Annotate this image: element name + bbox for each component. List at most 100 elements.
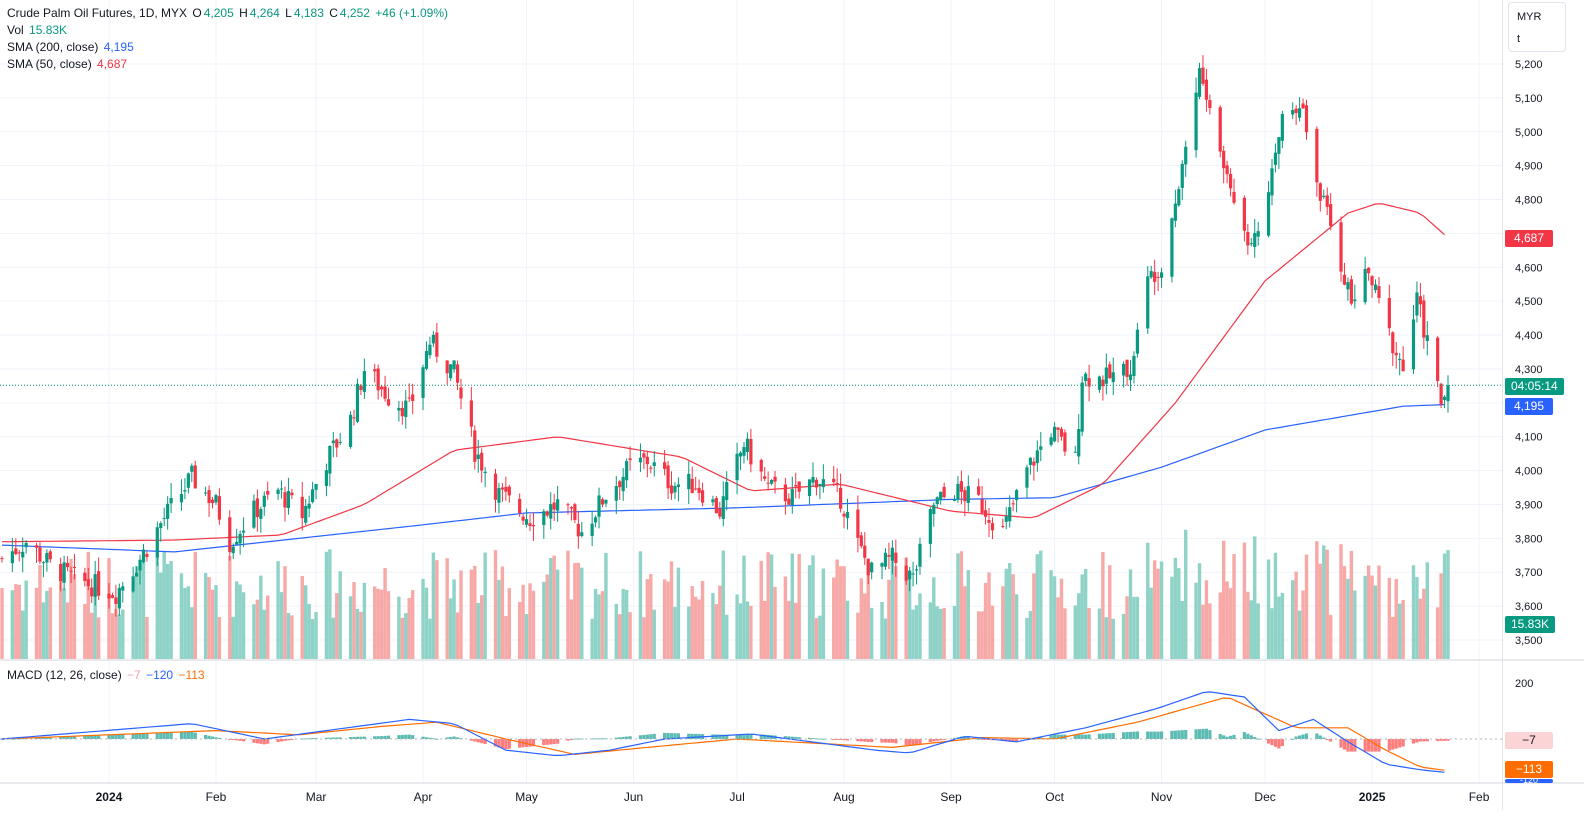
candle-body [911,573,915,575]
legend-sma200[interactable]: SMA (200, close) 4,195 [7,39,136,56]
volume-bar [673,606,677,659]
macd-histogram-bar [618,737,622,739]
macd-histogram-bar [1084,734,1088,739]
candle-body [497,488,501,503]
candle-body [590,523,594,536]
volume-bar [1377,565,1381,659]
volume-bar [966,570,971,659]
volume-bar [1028,610,1033,659]
macd-histogram-bar [894,739,898,744]
macd-histogram-bar [1080,734,1084,739]
legend-sma50[interactable]: SMA (50, close) 4,687 [7,56,129,73]
macd-histogram-bar [1253,736,1257,739]
macd-histogram-bar [59,736,63,739]
macd-histogram-bar [1049,735,1053,739]
candle-body [766,482,770,484]
macd-line-tag: -120 [1505,779,1553,783]
volume-bar [452,579,456,659]
volume-bar [818,615,822,659]
macd-histogram-bar [1363,739,1367,752]
volume-bar [1152,560,1157,659]
volume-bar [290,615,294,659]
candle-body [159,523,163,529]
candle-body [773,476,777,482]
volume-bar [58,573,63,659]
volume-bar [904,557,908,659]
macd-histogram-bar [932,739,936,742]
macd-histogram-bar [918,739,922,744]
volume-bar [649,574,653,659]
macd-histogram-bar [576,738,580,740]
volume-bar [476,602,480,659]
candle-body [1398,358,1402,361]
legend-macd[interactable]: MACD (12, 26, close) −7 −120 −113 [7,667,207,684]
grid [0,0,1502,783]
macd-histogram-bar [952,737,957,739]
macd-histogram-bar [1222,735,1226,739]
candle-body [797,481,801,492]
macd-histogram-bar [835,739,839,740]
candle-body [452,360,456,370]
volume-bar [814,618,819,659]
macd-histogram-bar [821,738,825,740]
candle-body [155,527,159,558]
candle-body [424,350,429,369]
macd-histogram-bar [235,739,239,741]
candle-body [252,500,256,528]
volume-bar [1173,557,1178,659]
volume-bar [38,564,42,659]
candle-body [980,499,984,513]
volume-bar [10,590,15,659]
candle-body [721,496,725,519]
macd-histogram-bar [255,739,259,744]
volume-bar [86,552,90,659]
sma-50-line [2,203,1445,543]
currency-unit-selector[interactable]: MYR t [1508,2,1566,52]
candle-body [62,562,66,583]
candle-body [1249,243,1253,245]
volume-bar [217,617,222,659]
macd-histogram-bar [977,738,981,740]
macd-tick-label: 200 [1515,678,1533,690]
candle-body [956,483,960,500]
volume-bar [1346,578,1350,659]
volume-bar [324,551,329,659]
time-tick-label: Sep [940,790,962,804]
macd-histogram-bar [1446,739,1450,741]
candle-body [1273,152,1278,165]
candle-body [1028,457,1033,465]
volume-bar [1111,618,1115,659]
volume-bar [145,616,149,659]
volume-bar [662,579,667,659]
macd-histogram-bar [652,733,656,739]
candle-body [1121,363,1126,376]
symbol-title[interactable]: Crude Palm Oil Futures, 1D, MYX [7,6,188,20]
candle-body [279,488,284,490]
candle-body [431,334,435,344]
macd-histogram-bar [1294,736,1298,739]
macd-histogram-bar [1032,738,1036,740]
volume-bar [376,588,380,659]
candle-body [1446,385,1450,402]
legend-volume[interactable]: Vol 15.83K [7,22,69,39]
macd-histogram-bar [745,734,750,739]
price-tick-label: 3,600 [1515,601,1543,613]
macd-histogram-bar [1073,734,1077,739]
time-tick-label: Oct [1045,790,1064,804]
macd-histogram-bar [759,734,763,739]
volume-bar [69,558,73,659]
sma50-value: 4,687 [97,57,128,71]
volume-bar [279,592,284,659]
macd-histogram-bar [908,739,912,746]
candle-body [117,587,121,609]
candle-body [518,498,522,514]
volume-bar [1425,562,1429,659]
low-value: 4,183 [293,6,324,20]
volume-bar [642,617,646,659]
candle-body [10,551,14,564]
candle-body [569,507,574,509]
price-tick-label: 4,400 [1515,330,1543,342]
volume-bar [745,601,750,659]
volume-bar [45,590,49,659]
